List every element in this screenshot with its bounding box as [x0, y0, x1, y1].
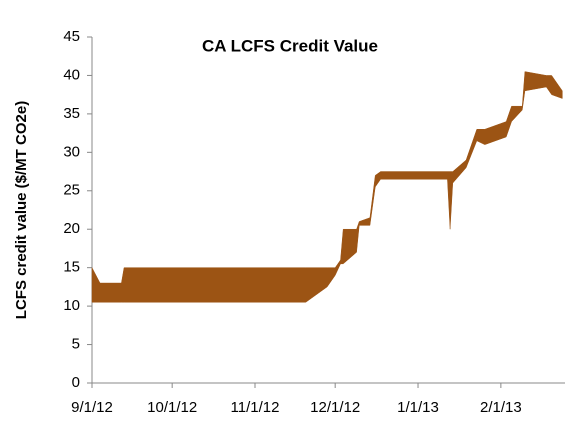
y-tick-label: 45	[63, 28, 80, 45]
y-tick-label: 25	[63, 182, 80, 199]
y-tick-label: 20	[63, 220, 80, 237]
y-tick-label: 30	[63, 143, 80, 160]
x-tick-label: 1/1/13	[397, 399, 439, 416]
y-tick-label: 35	[63, 105, 80, 122]
x-tick-label: 2/1/13	[480, 399, 522, 416]
x-tick-label: 9/1/12	[71, 399, 113, 416]
y-tick-label: 0	[72, 374, 80, 391]
y-tick-label: 15	[63, 259, 80, 276]
chart-title: CA LCFS Credit Value	[202, 36, 378, 55]
y-axis-title: LCFS credit value ($/MT CO2e)	[13, 101, 30, 319]
range-area	[91, 71, 563, 303]
x-tick-label: 12/1/12	[310, 399, 360, 416]
y-tick-label: 10	[63, 297, 80, 314]
x-tick-label: 11/1/12	[231, 399, 280, 416]
y-tick-label: 40	[63, 66, 80, 83]
y-tick-label: 5	[72, 336, 80, 353]
x-tick-label: 10/1/12	[147, 399, 197, 416]
